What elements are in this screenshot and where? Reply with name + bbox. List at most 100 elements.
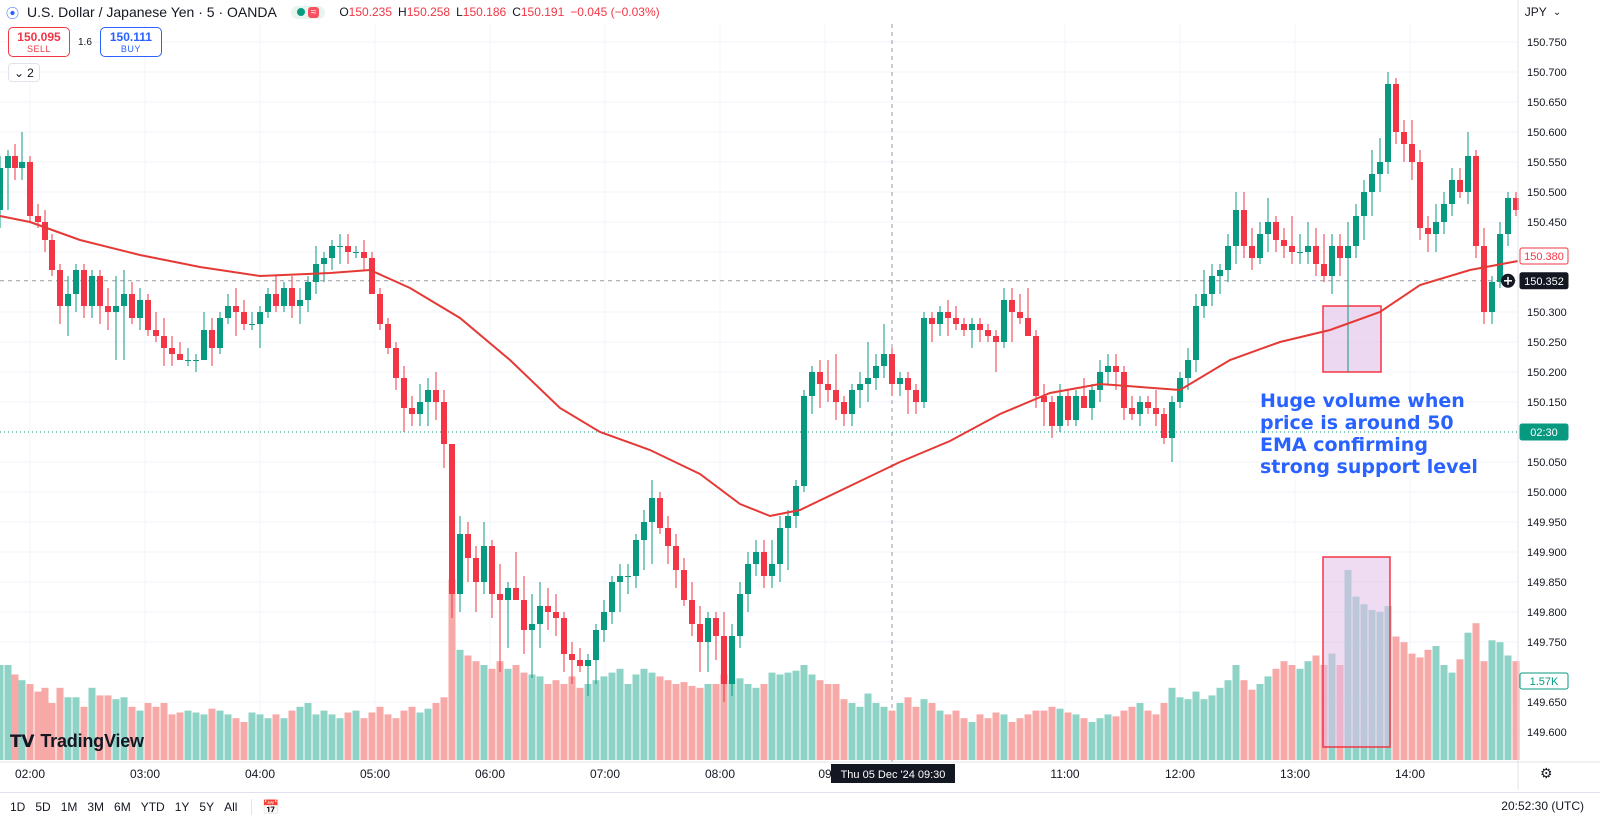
candle-body	[441, 402, 447, 444]
candle-body	[601, 612, 607, 630]
candle-body	[953, 318, 959, 324]
candle-body	[35, 216, 41, 222]
candle-body	[1505, 198, 1511, 234]
candle-body	[1105, 366, 1111, 372]
candle-body	[1233, 210, 1239, 246]
volume-bar	[1312, 655, 1320, 760]
candle-body	[777, 528, 783, 564]
volume-bar	[760, 684, 768, 760]
candle-body	[817, 372, 823, 384]
range-button-6m[interactable]: 6M	[114, 800, 131, 814]
volume-bar	[960, 718, 968, 760]
candle-body	[321, 258, 327, 264]
candle-body	[1169, 402, 1175, 438]
volume-bar	[984, 718, 992, 760]
buy-button[interactable]: 150.111 BUY	[99, 27, 162, 57]
candle-body	[833, 390, 839, 402]
ohlc-item: C150.191	[512, 5, 564, 19]
range-button-1y[interactable]: 1Y	[174, 800, 190, 814]
ohlc-item: H150.258	[398, 5, 450, 19]
volume-bar	[304, 703, 312, 760]
range-button-5d[interactable]: 5D	[35, 800, 51, 814]
candle-body	[633, 540, 639, 576]
currency-selector[interactable]: JPY ⌄	[1521, 2, 1565, 22]
candle-body	[505, 588, 511, 600]
volume-bar	[880, 706, 888, 760]
candle-body	[161, 336, 167, 348]
volume-bar	[4, 665, 12, 760]
candle-body	[841, 402, 847, 414]
symbol-title[interactable]: U.S. Dollar / Japanese Yen · 5 · OANDA	[27, 4, 277, 20]
range-button-5y[interactable]: 5Y	[199, 800, 215, 814]
volume-bar	[1208, 695, 1216, 760]
volume-bar	[1136, 703, 1144, 760]
ohlc-key: C	[512, 5, 521, 19]
candle-body	[1297, 252, 1303, 253]
volume-bar	[632, 674, 640, 760]
range-button-1m[interactable]: 1M	[60, 800, 78, 814]
candle-body	[681, 570, 687, 600]
indicators-toggle-button[interactable]: ⌄ 2	[8, 63, 40, 82]
range-button-3m[interactable]: 3M	[87, 800, 105, 814]
candle-body	[897, 378, 903, 384]
volume-bar	[720, 674, 728, 760]
annotation-text: Huge volume when price is around 50 EMA …	[1260, 390, 1478, 478]
candle-body	[809, 372, 815, 396]
candle-body	[713, 618, 719, 636]
volume-bar	[656, 676, 664, 760]
volume-bar	[296, 706, 304, 760]
candle-body	[561, 618, 567, 654]
volume-bar	[528, 674, 536, 760]
volume-bar	[792, 670, 800, 760]
currency-label: JPY	[1524, 5, 1547, 19]
candle-body	[27, 162, 33, 216]
candle-body	[1369, 174, 1375, 192]
volume-bar	[1168, 687, 1176, 760]
candle-body	[769, 564, 775, 576]
volume-bar	[1296, 668, 1304, 760]
range-button-ytd[interactable]: YTD	[140, 800, 165, 814]
toolbar-divider	[251, 799, 253, 815]
volume-bar	[104, 695, 112, 760]
calendar-icon[interactable]: 📅	[262, 798, 280, 815]
candle-body	[1409, 144, 1415, 162]
volume-bar	[936, 710, 944, 760]
volume-bar	[1288, 665, 1296, 760]
time-tick-label: 03:00	[130, 767, 160, 781]
volume-bar	[232, 718, 240, 760]
candle-body	[409, 408, 415, 414]
volume-bar	[0, 665, 4, 760]
candle-body	[1465, 156, 1471, 192]
candle-body	[281, 288, 287, 306]
market-status-badge[interactable]: ≈	[290, 5, 326, 19]
volume-bar	[856, 706, 864, 760]
candle-body	[369, 258, 375, 294]
volume-value-label-bg	[1519, 672, 1569, 690]
utc-clock[interactable]: 20:52:30 (UTC)	[1501, 799, 1584, 813]
volume-bar	[736, 678, 744, 760]
settings-gear-icon[interactable]: ⚙	[1540, 765, 1553, 781]
sell-button[interactable]: 150.095 SELL	[8, 27, 70, 57]
volume-bar	[912, 706, 920, 760]
volume-bar	[120, 697, 128, 760]
candle-body	[753, 552, 759, 564]
candle-body	[929, 318, 935, 324]
candle-body	[385, 324, 391, 348]
sell-price: 150.095	[17, 29, 61, 44]
time-tick-label: 07:00	[590, 767, 620, 781]
volume-bar	[1040, 710, 1048, 760]
chart-symbol-icon: ⦿	[6, 5, 20, 21]
candle-body	[1281, 240, 1287, 246]
candle-body	[113, 306, 119, 312]
volume-bar	[256, 714, 264, 760]
candle-body	[273, 294, 279, 306]
candle-body	[1257, 234, 1263, 258]
tradingview-logo[interactable]: 𝗧𝗩 TradingView	[10, 731, 144, 752]
range-button-1d[interactable]: 1D	[10, 800, 26, 814]
volume-bar	[1176, 697, 1184, 760]
candle-body	[5, 156, 11, 168]
range-button-all[interactable]: All	[224, 800, 238, 814]
ohlc-key: O	[339, 5, 349, 19]
volume-bar	[248, 712, 256, 760]
